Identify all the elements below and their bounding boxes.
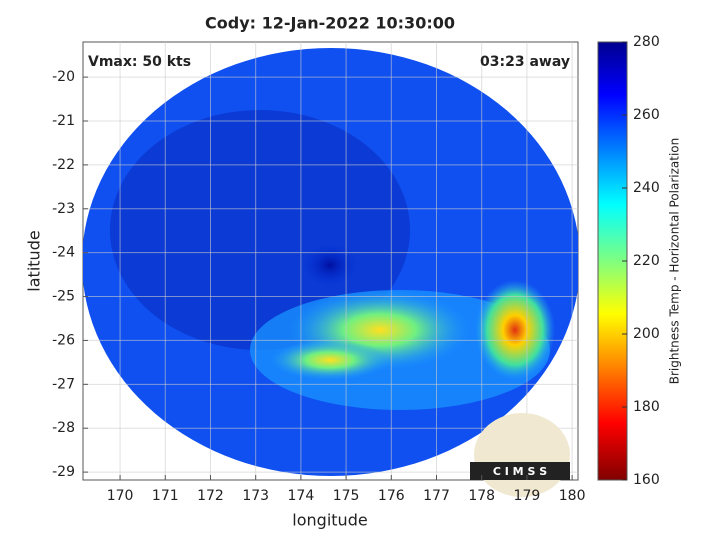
x-tick-label: 179 bbox=[514, 488, 541, 504]
x-axis-label: longitude bbox=[292, 511, 367, 530]
x-tick-label: 172 bbox=[197, 488, 224, 504]
colorbar-tick-label: 180 bbox=[633, 399, 660, 415]
x-tick-label: 171 bbox=[152, 488, 179, 504]
y-tick-label: -25 bbox=[52, 289, 75, 305]
x-tick-label: 178 bbox=[468, 488, 495, 504]
x-tick-label: 174 bbox=[288, 488, 315, 504]
colorbar-tick-label: 260 bbox=[633, 107, 660, 123]
y-tick-label: -29 bbox=[52, 464, 75, 480]
annotation: Vmax: 50 kts bbox=[88, 54, 191, 70]
x-tick-label: 170 bbox=[107, 488, 134, 504]
x-tick-label: 177 bbox=[423, 488, 450, 504]
y-tick-label: -26 bbox=[52, 332, 75, 348]
colorbar-tick-label: 160 bbox=[633, 472, 660, 488]
y-tick-label: -27 bbox=[52, 376, 75, 392]
y-tick-label: -23 bbox=[52, 201, 75, 217]
x-tick-label: 175 bbox=[333, 488, 360, 504]
annotation: 03:23 away bbox=[480, 54, 570, 70]
x-tick-label: 176 bbox=[378, 488, 405, 504]
colorbar-tick-label: 200 bbox=[633, 326, 660, 342]
x-tick-label: 173 bbox=[242, 488, 269, 504]
y-tick-label: -28 bbox=[52, 420, 75, 436]
logo-text: C I M S S bbox=[493, 465, 547, 478]
logo: C I M S S bbox=[470, 413, 570, 497]
x-tick-label: 180 bbox=[559, 488, 586, 504]
colorbar-label: Brightness Temp - Horizontal Polarizatio… bbox=[668, 138, 682, 385]
colorbar-tick-label: 240 bbox=[633, 180, 660, 196]
y-tick-label: -20 bbox=[52, 69, 75, 85]
colorbar-tick-label: 280 bbox=[633, 34, 660, 50]
y-tick-label: -21 bbox=[52, 113, 75, 129]
y-tick-label: -24 bbox=[52, 245, 75, 261]
satellite-image bbox=[83, 48, 578, 476]
colorbar-tick-label: 220 bbox=[633, 253, 660, 269]
title: Cody: 12-Jan-2022 10:30:00 bbox=[205, 14, 455, 33]
y-axis-label: latitude bbox=[25, 230, 44, 291]
y-tick-label: -22 bbox=[52, 157, 75, 173]
